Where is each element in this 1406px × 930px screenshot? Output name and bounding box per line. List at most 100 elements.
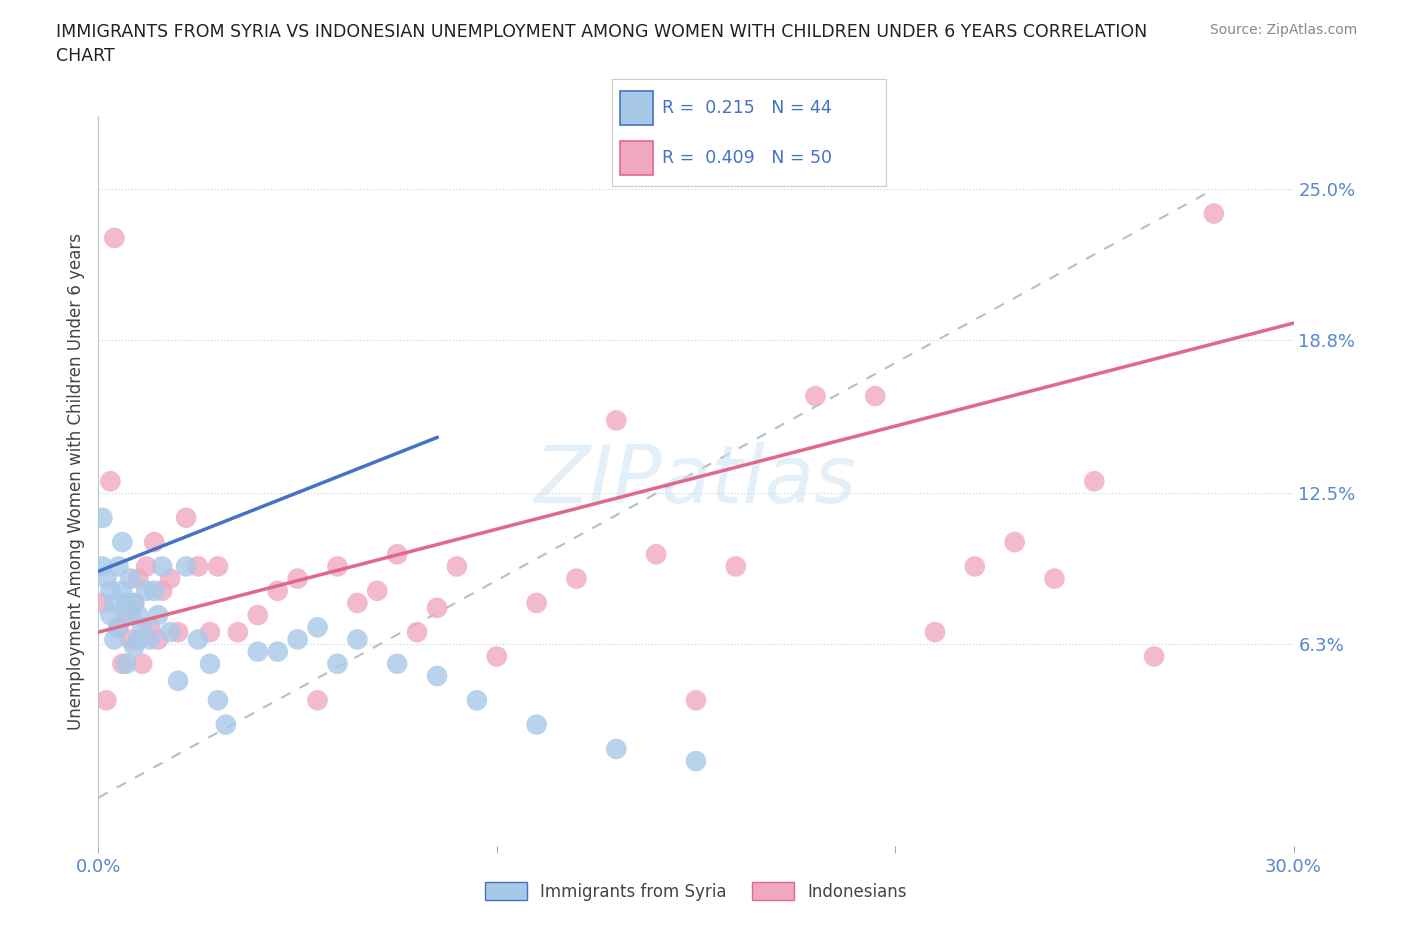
Point (207, 693, 229, 708)
Point (685, 693, 707, 708)
Point (120, 607, 142, 622)
Point (198, 625, 221, 640)
Point (267, 644, 290, 659)
Point (198, 657, 221, 671)
Point (115, 657, 138, 671)
Point (167, 673, 190, 688)
Point (207, 559, 229, 574)
Point (139, 620, 162, 635)
Point (287, 632, 309, 647)
Point (115, 595, 138, 610)
Point (446, 559, 468, 574)
Point (131, 620, 153, 635)
Point (406, 625, 429, 640)
Bar (620, 91, 652, 125)
Point (124, 595, 146, 610)
Point (91, 511, 114, 525)
Point (96, 693, 118, 708)
Y-axis label: Unemployment Among Women with Children Under 6 years: Unemployment Among Women with Children U… (66, 232, 84, 730)
Point (167, 625, 190, 640)
Point (226, 625, 249, 640)
Point (115, 607, 138, 622)
Point (565, 571, 588, 586)
Point (139, 632, 162, 647)
Text: R =  0.215   N = 44: R = 0.215 N = 44 (662, 99, 832, 117)
Point (143, 535, 166, 550)
Point (724, 559, 747, 574)
Point (159, 571, 181, 586)
Legend: Immigrants from Syria, Indonesians: Immigrants from Syria, Indonesians (479, 876, 912, 908)
Point (426, 669, 449, 684)
Point (804, 389, 827, 404)
Text: IMMIGRANTS FROM SYRIA VS INDONESIAN UNEMPLOYMENT AMONG WOMEN WITH CHILDREN UNDER: IMMIGRANTS FROM SYRIA VS INDONESIAN UNEM… (56, 23, 1147, 65)
Point (135, 583, 157, 598)
Point (267, 583, 290, 598)
Point (124, 639, 146, 654)
Point (120, 571, 142, 586)
Point (924, 625, 946, 640)
Point (1004, 535, 1026, 550)
Point (103, 231, 125, 246)
Point (111, 583, 134, 598)
Text: Source: ZipAtlas.com: Source: ZipAtlas.com (1209, 23, 1357, 37)
Point (187, 559, 209, 574)
Point (148, 607, 170, 622)
Point (385, 547, 409, 562)
Point (91, 595, 114, 610)
Point (385, 657, 409, 671)
Point (326, 657, 349, 671)
Point (215, 717, 238, 732)
Point (1043, 571, 1066, 586)
Point (1202, 206, 1225, 221)
Point (174, 559, 197, 574)
Point (307, 693, 329, 708)
Point (865, 389, 887, 404)
Point (127, 607, 149, 622)
Point (326, 559, 349, 574)
Point (98, 583, 122, 598)
Point (605, 741, 627, 756)
Point (111, 535, 134, 550)
Point (1143, 649, 1166, 664)
Point (426, 601, 449, 616)
Point (246, 644, 269, 659)
Point (124, 595, 146, 610)
Point (287, 571, 309, 586)
Point (485, 649, 508, 664)
Point (143, 583, 166, 598)
Point (98, 607, 122, 622)
Point (103, 632, 125, 647)
Point (685, 753, 707, 768)
Text: R =  0.409   N = 50: R = 0.409 N = 50 (662, 149, 832, 167)
Point (107, 559, 129, 574)
Point (107, 620, 129, 635)
Point (91, 559, 114, 574)
Point (187, 632, 209, 647)
Point (526, 595, 548, 610)
Point (103, 595, 125, 610)
Point (465, 693, 488, 708)
Point (605, 413, 627, 428)
Bar (620, 141, 652, 175)
Point (366, 583, 388, 598)
Point (96, 571, 118, 586)
Point (127, 571, 149, 586)
Point (645, 547, 668, 562)
Point (246, 607, 269, 622)
Point (346, 632, 368, 647)
Point (150, 559, 173, 574)
Point (174, 511, 197, 525)
Text: ZIPatlas: ZIPatlas (534, 443, 858, 520)
Point (150, 583, 173, 598)
Point (963, 559, 986, 574)
Point (131, 657, 153, 671)
Point (127, 632, 149, 647)
Point (148, 632, 170, 647)
Point (111, 657, 134, 671)
Point (159, 625, 181, 640)
Point (1083, 474, 1105, 489)
Point (346, 595, 368, 610)
Point (107, 620, 129, 635)
Point (98, 474, 122, 489)
Point (135, 559, 157, 574)
